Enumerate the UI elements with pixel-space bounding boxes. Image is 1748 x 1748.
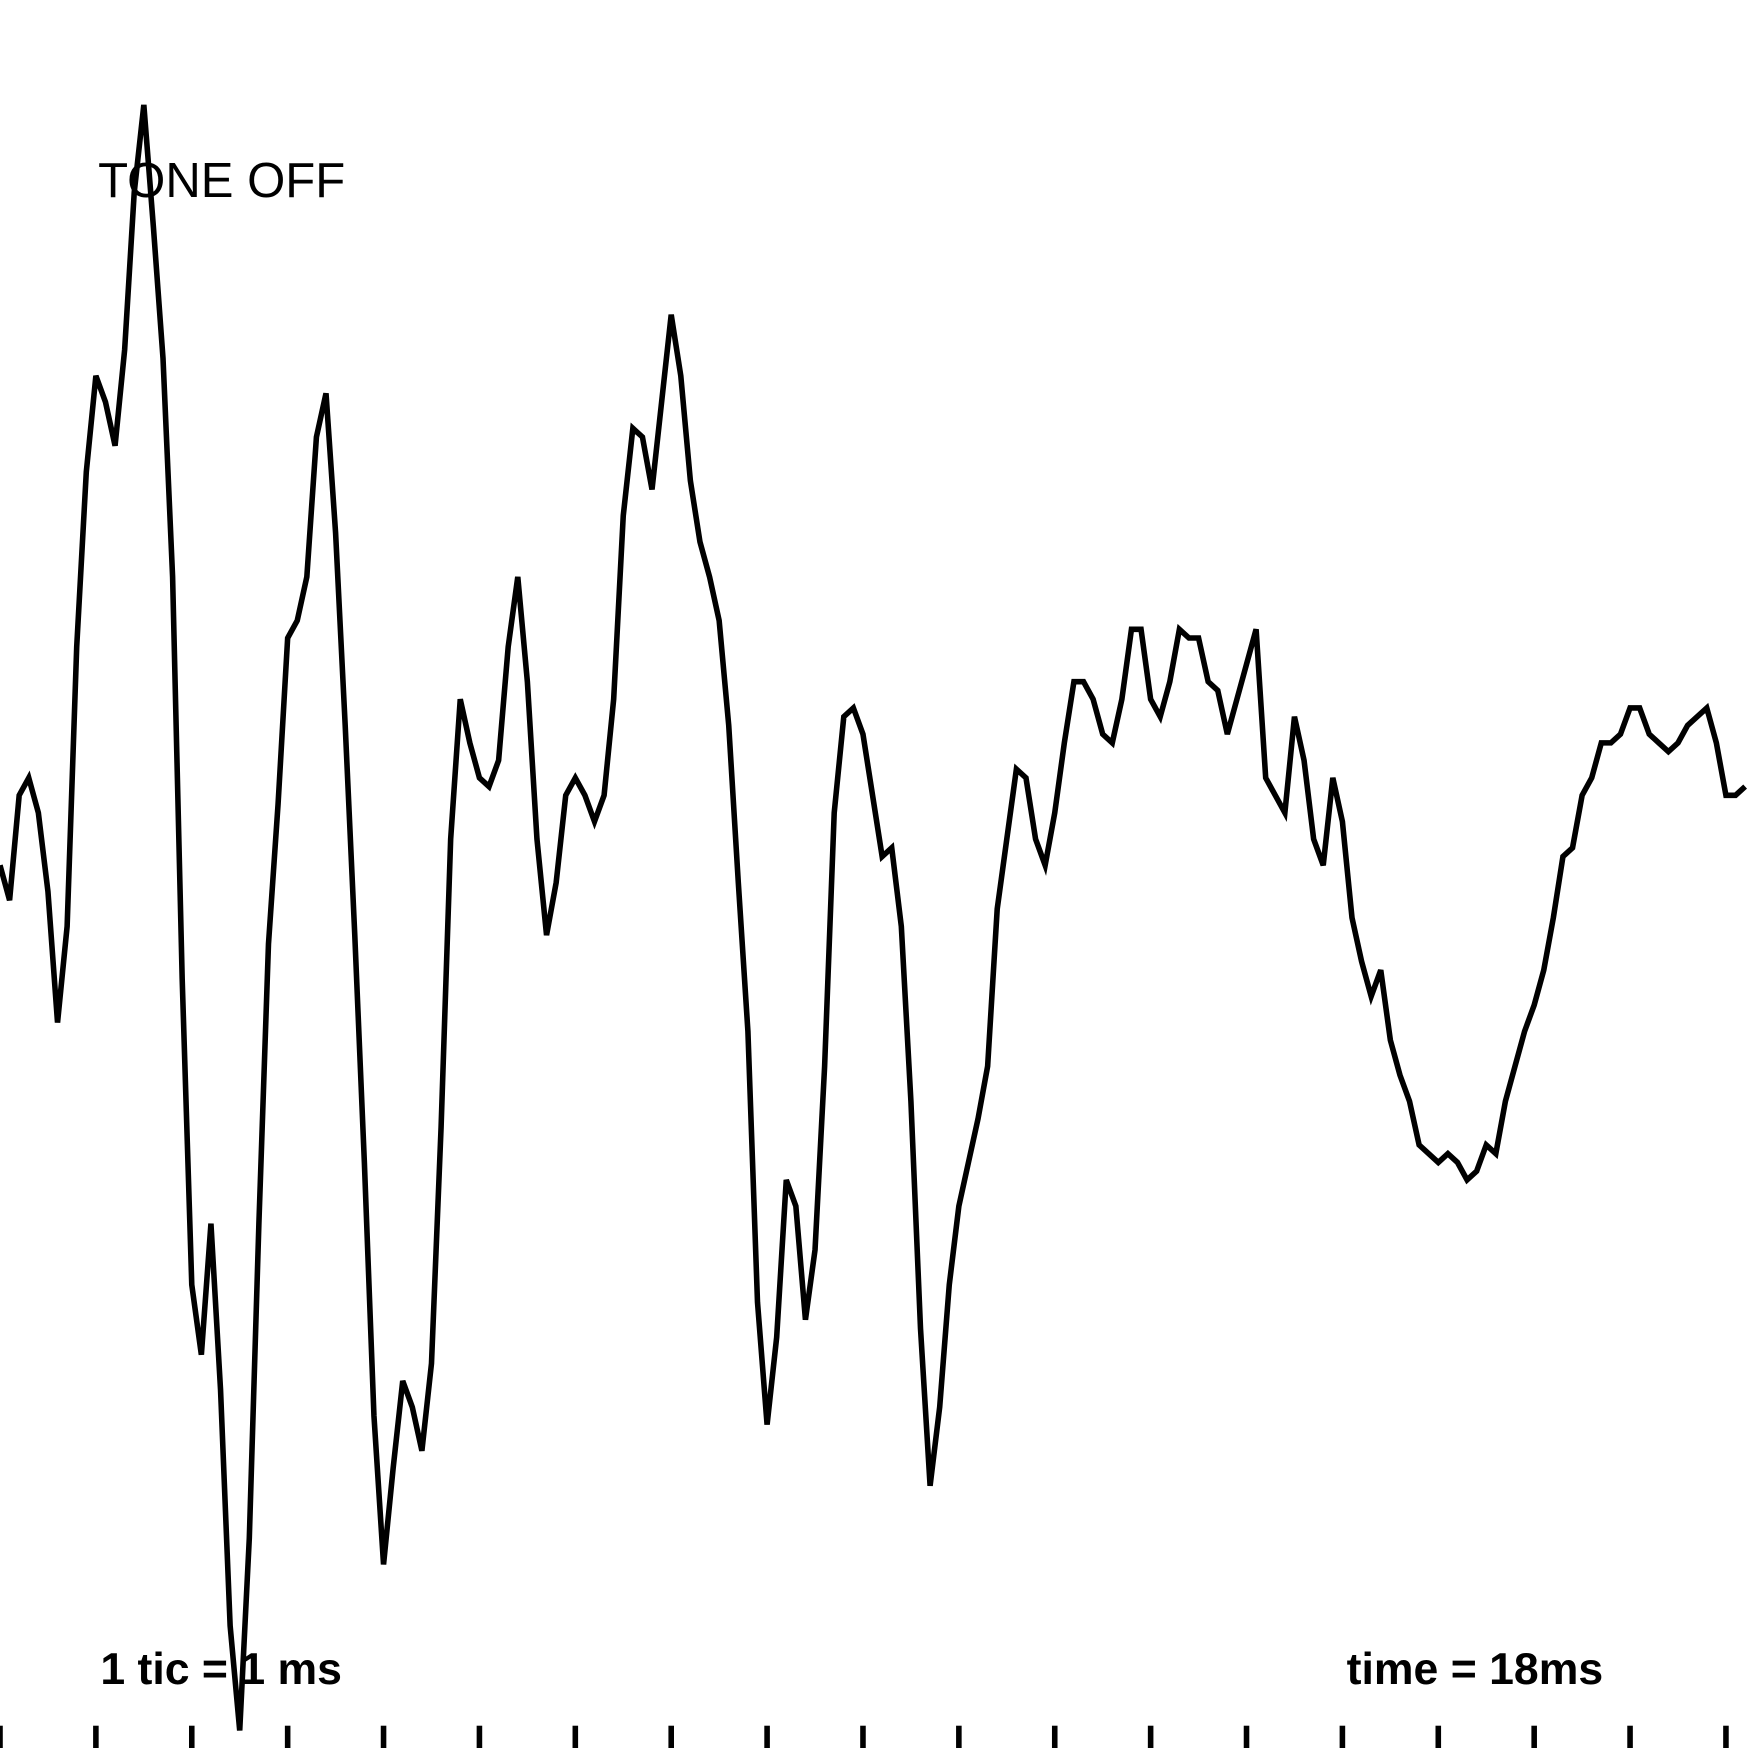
annotation: time = 18ms bbox=[1347, 1645, 1603, 1694]
annotation: 1 tic = 1 ms bbox=[100, 1645, 342, 1694]
waveform bbox=[0, 104, 1748, 1731]
